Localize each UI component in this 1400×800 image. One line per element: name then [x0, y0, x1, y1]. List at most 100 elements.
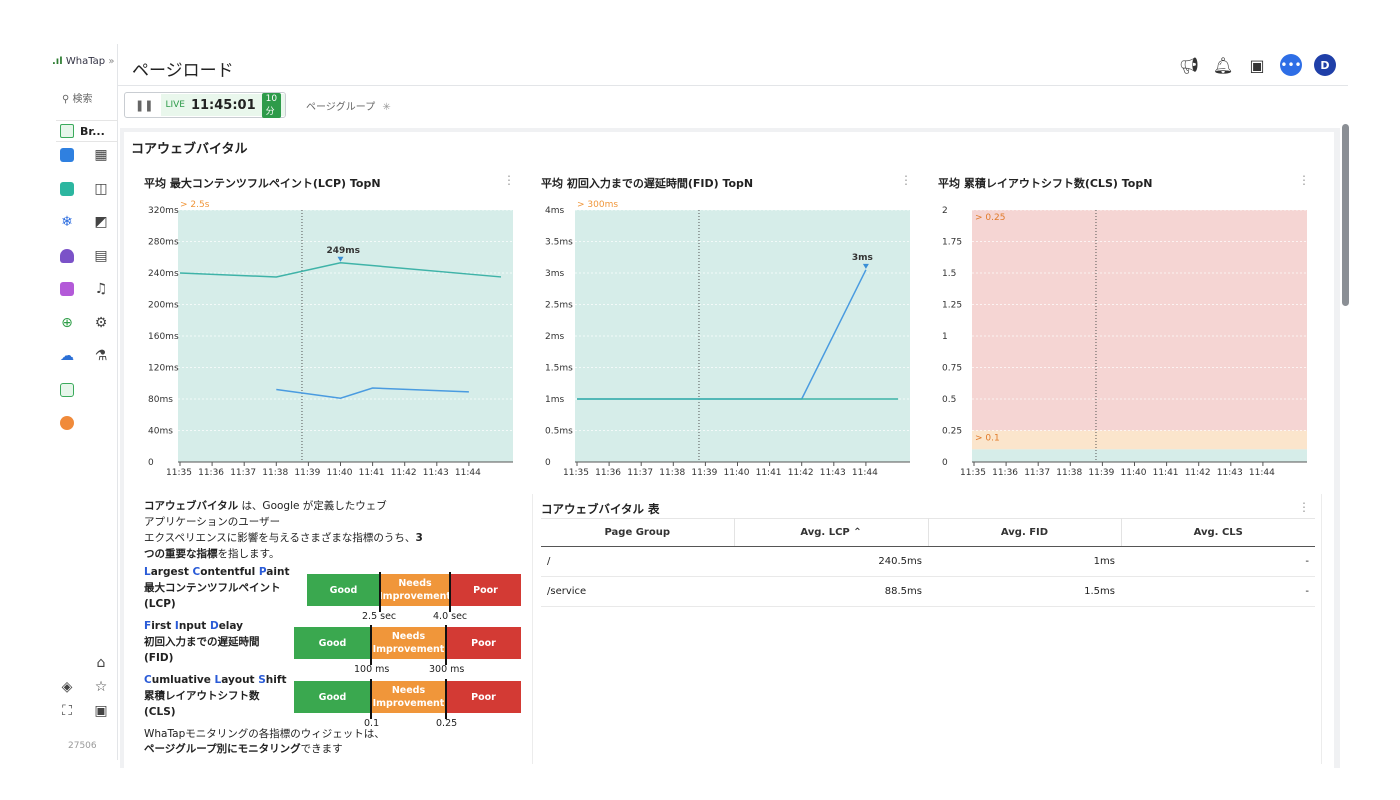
x-tick-label: 11:37 [230, 468, 256, 478]
collapse-icon[interactable]: » [108, 56, 115, 67]
intro-text-3: エクスペリエンスに影響を与えるさまざまな指標のうち、 [144, 532, 416, 544]
network-globe-icon[interactable]: ⊕ [61, 314, 73, 331]
intro-bold-3: つの重要な指標 [144, 548, 218, 560]
live-time-control[interactable]: ❚❚ LIVE 11:45:01 10分 [124, 92, 286, 118]
cls-needs: Needs Improvement [371, 681, 446, 713]
annotation-marker [337, 256, 344, 262]
y-tick-label: 2 [942, 206, 948, 216]
x-tick-label: 11:37 [627, 468, 653, 478]
header-divider [118, 85, 1348, 86]
table-row[interactable]: /service 88.5ms 1.5ms - [541, 576, 1315, 607]
project-app-icon[interactable] [58, 381, 76, 399]
chart-cls-menu-icon[interactable]: ⋮ [1298, 173, 1310, 187]
lcp-scale-bar: Good Needs Improvement Poor [307, 574, 521, 606]
live-label: LIVE [165, 100, 185, 110]
search-button[interactable]: ⚲ 検索 [62, 90, 93, 105]
col-avg-lcp[interactable]: Avg. LCP ⌃ [734, 518, 929, 547]
filter-asterisk-icon: ✳ [382, 102, 391, 113]
project-selector[interactable]: Br... [56, 120, 118, 142]
cwv-table: Page Group Avg. LCP ⌃ Avg. FID Avg. CLS … [541, 518, 1315, 607]
fid-tick-2 [445, 625, 447, 665]
page-group-filter[interactable]: ページグループ ✳ [306, 98, 391, 113]
section-title: コアウェブバイタル [131, 142, 248, 157]
avatar[interactable]: D [1314, 54, 1336, 76]
brand-logo[interactable]: .ıl WhaTap » [52, 56, 114, 67]
lab-flask-icon[interactable]: ⚗ [94, 348, 108, 364]
calendar-icon[interactable]: ▣ [1249, 55, 1265, 75]
x-tick-label: 11:37 [1024, 468, 1050, 478]
y-tick-label: 0.25 [942, 427, 962, 437]
cell-avg-fid: 1ms [928, 546, 1121, 577]
y-tick-label: 120ms [148, 364, 179, 374]
x-tick-label: 11:39 [1088, 468, 1114, 478]
cloud-icon[interactable]: ☁ [60, 348, 74, 364]
favorite-star-icon[interactable]: ☆ [94, 679, 108, 695]
announce-icon[interactable]: 📢︎ [1178, 55, 1200, 75]
threshold-label: > 2.5s [180, 200, 210, 210]
x-tick-label: 11:38 [659, 468, 685, 478]
y-tick-label: 3ms [545, 269, 564, 279]
alert-integration-icon[interactable] [58, 414, 76, 432]
footer-text-3: できます [300, 743, 343, 755]
chart-plot-area [575, 210, 910, 462]
chat-icon[interactable]: ••• [1280, 54, 1302, 76]
lcp-threshold-1: 2.5 sec [362, 611, 397, 622]
metric-lcp-abbr: (LCP) [144, 598, 176, 610]
col-avg-fid[interactable]: Avg. FID [928, 518, 1122, 547]
time-range-badge[interactable]: 10分 [261, 92, 282, 118]
vertical-scrollbar[interactable] [1342, 124, 1349, 306]
chart-plot-area [178, 210, 513, 462]
lcp-poor: Poor [450, 574, 521, 606]
x-tick-label: 11:40 [327, 468, 353, 478]
cell-page-group: / [541, 546, 734, 577]
report-icon[interactable]: ▤ [94, 247, 108, 264]
log-icon[interactable] [58, 280, 76, 298]
layout-icon[interactable]: ◫ [94, 180, 108, 197]
col-page-group[interactable]: Page Group [541, 518, 735, 547]
analysis-icon[interactable]: ◩ [94, 214, 108, 230]
search-page-icon[interactable]: ▣ [94, 703, 108, 719]
x-tick-label: 11:44 [852, 468, 878, 478]
server-icon[interactable] [58, 180, 76, 198]
dashboard-grid-icon[interactable]: ▦ [94, 147, 108, 163]
x-tick-label: 11:35 [960, 468, 986, 478]
paint-bucket-icon[interactable]: ◈ [61, 679, 73, 695]
project-icon [60, 124, 74, 138]
table-header-row: Page Group Avg. LCP ⌃ Avg. FID Avg. CLS [541, 518, 1315, 547]
col-avg-cls[interactable]: Avg. CLS [1121, 518, 1315, 547]
header-actions: 📢︎ 🔔︎ ▣ ••• D [1178, 54, 1336, 76]
intro-bold-2: 3 [415, 532, 423, 544]
bell-icon[interactable]: 🔔︎ [1212, 55, 1234, 75]
y-tick-label: 0.5ms [545, 427, 573, 437]
table-row[interactable]: / 240.5ms 1ms - [541, 546, 1315, 577]
lcp-needs: Needs Improvement [379, 574, 451, 606]
footer-text-1: WhaTapモニタリングの各指標のウィジェットは、 [144, 728, 385, 740]
band-label: > 0.1 [975, 434, 1000, 444]
alert-bell-icon[interactable]: ♫ [94, 281, 108, 297]
cell-avg-lcp: 88.5ms [734, 576, 928, 607]
pause-icon[interactable]: ❚❚ [135, 98, 154, 112]
metric-lcp-jp: 最大コンテンツフルペイント [144, 582, 281, 594]
x-tick-label: 11:43 [820, 468, 846, 478]
chart-lcp-menu-icon[interactable]: ⋮ [503, 173, 515, 187]
table-menu-icon[interactable]: ⋮ [1298, 500, 1310, 514]
y-tick-label: 40ms [148, 427, 173, 437]
y-tick-label: 2.5ms [545, 301, 573, 311]
cell-avg-cls: - [1121, 546, 1315, 577]
cls-threshold-2: 0.25 [436, 718, 458, 729]
y-tick-label: 240ms [148, 269, 179, 279]
series-line [179, 262, 502, 278]
fid-threshold-2: 300 ms [429, 664, 465, 675]
x-tick-label: 11:40 [1121, 468, 1147, 478]
y-tick-label: 1 [942, 332, 948, 342]
x-tick-label: 11:35 [563, 468, 589, 478]
fullscreen-icon[interactable]: ⛶ [62, 703, 72, 719]
y-tick-label: 1.25 [942, 301, 962, 311]
chart-fid-menu-icon[interactable]: ⋮ [900, 173, 912, 187]
settings-gear-icon[interactable]: ⚙ [94, 314, 108, 331]
kubernetes-icon[interactable]: ❄ [61, 214, 73, 230]
lcp-threshold-2: 4.0 sec [433, 611, 468, 622]
database-icon[interactable] [58, 247, 76, 265]
browser-code-icon[interactable] [58, 146, 76, 164]
home-icon[interactable]: ⌂ [96, 655, 106, 671]
